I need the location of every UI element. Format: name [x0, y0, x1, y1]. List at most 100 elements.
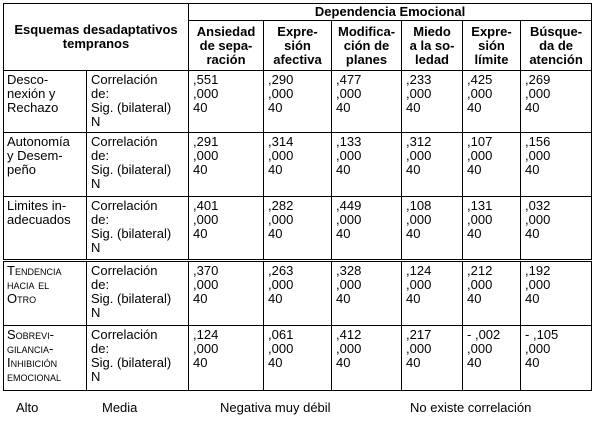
column-header-line: da de — [539, 37, 574, 53]
value: ,000 — [525, 212, 551, 227]
stat-labels: Correlación de: Sig. (bilateral) N — [85, 196, 190, 261]
value: 40 — [467, 355, 482, 370]
value: 40 — [467, 291, 482, 306]
stat-labels: Correlación de: Sig. (bilateral) N — [85, 325, 190, 391]
row-label-line: Inhibición — [7, 355, 58, 370]
value: ,000 — [525, 341, 551, 356]
value: 40 — [525, 162, 540, 177]
value-cell: ,290,000 40 — [263, 70, 333, 133]
stat-label: Sig. (bilateral) — [91, 355, 172, 370]
value: ,000 — [268, 277, 294, 292]
stat-label: Sig. (bilateral) — [91, 291, 172, 306]
row-label-line: Rechazo — [7, 100, 59, 115]
value: ,000 — [193, 212, 219, 227]
value-cell: ,217,000 40 — [401, 325, 464, 391]
value: ,000 — [467, 148, 493, 163]
value-cell: ,124,000 40 — [401, 259, 464, 326]
correlation-table: Esquemas desadaptativos tempranos Depend… — [2, 3, 593, 391]
value: ,000 — [525, 277, 551, 292]
value: ,000 — [268, 148, 294, 163]
column-header: Búsque-da de atención — [520, 20, 593, 71]
value-cell: ,401,000 40 — [188, 196, 265, 261]
stat-labels: Correlación de: Sig. (bilateral) N — [85, 132, 190, 197]
value-cell: ,131,000 40 — [462, 196, 522, 261]
value: 40 — [193, 355, 208, 370]
value: 40 — [525, 226, 540, 241]
value: 40 — [336, 291, 351, 306]
value: ,000 — [193, 277, 219, 292]
value: ,156 — [525, 134, 551, 149]
value: ,107 — [467, 134, 493, 149]
value: ,370 — [193, 263, 219, 278]
row-label-line: hacia el — [7, 277, 50, 292]
column-header-line: sión — [478, 37, 505, 53]
legend-item: Negativa muy débil — [220, 400, 331, 415]
value: 40 — [268, 100, 283, 115]
value-cell: ,233,000 40 — [401, 70, 464, 133]
column-header: Modifica-ción de planes — [331, 20, 403, 71]
stat-label: Correlación de: — [91, 263, 158, 292]
value: 40 — [268, 226, 283, 241]
column-header-row: Ansiedad de sepa-ración Expre-sión afectiva… — [4, 20, 593, 71]
value: 40 — [336, 226, 351, 241]
value-cell: ,192,000 40 — [520, 259, 593, 326]
column-header-line: sión — [284, 37, 311, 53]
value: ,000 — [467, 86, 493, 101]
value: ,000 — [336, 86, 362, 101]
value: ,269 — [525, 72, 551, 87]
column-header-line: límite — [474, 51, 509, 67]
value: ,000 — [406, 86, 432, 101]
value: ,282 — [268, 198, 294, 213]
group-header: Dependencia Emocional — [188, 3, 593, 21]
column-header-line: ción de — [343, 37, 390, 53]
stat-label: N — [91, 176, 101, 191]
row-label-line: emocional — [7, 369, 62, 384]
value-cell: ,551,000 40 — [188, 70, 265, 133]
column-header: Expre-sión afectiva — [263, 20, 333, 71]
value: ,000 — [193, 148, 219, 163]
row-label: Limites in-adecuados — [3, 196, 87, 261]
stat-labels: Correlación de: Sig. (bilateral) N — [85, 70, 190, 133]
value: ,000 — [406, 277, 432, 292]
value: ,477 — [336, 72, 362, 87]
value: ,000 — [467, 277, 493, 292]
value-cell: ,449,000 40 — [331, 196, 403, 261]
value-cell: ,370,000 40 — [188, 259, 265, 326]
value-cell: - ,002,000 40 — [462, 325, 522, 391]
value-cell: ,312,000 40 — [401, 132, 464, 197]
stat-label: Correlación de: — [91, 134, 158, 163]
row-label-line: Otro — [7, 291, 37, 306]
stat-label: Correlación de: — [91, 327, 158, 356]
value: ,000 — [193, 341, 219, 356]
column-header-line: atención — [529, 51, 583, 67]
stat-label: N — [91, 114, 101, 129]
value: ,061 — [268, 327, 294, 342]
value: ,000 — [406, 341, 432, 356]
value-cell: ,061,000 40 — [263, 325, 333, 391]
value: ,000 — [406, 212, 432, 227]
value: ,000 — [268, 341, 294, 356]
value: ,000 — [268, 212, 294, 227]
value-cell: ,124,000 40 — [188, 325, 265, 391]
row-label: Desco-nexión y Rechazo — [3, 70, 87, 133]
value: ,401 — [193, 198, 219, 213]
value: 40 — [268, 291, 283, 306]
data-row: Autonomía y Desem-peño Correlación de: Sig.… — [3, 132, 593, 197]
value: 40 — [336, 355, 351, 370]
data-row: Sobrevi-gilancia- Inhibición emocional Corr… — [3, 325, 593, 391]
value: 40 — [406, 162, 421, 177]
value: - ,002 — [467, 327, 501, 342]
value: 40 — [193, 162, 208, 177]
value-cell: ,328,000 40 — [331, 259, 403, 326]
value: ,124 — [193, 327, 219, 342]
value: 40 — [268, 162, 283, 177]
row-label-line: peño — [7, 162, 36, 177]
row-label-line: Autonomía — [7, 134, 70, 149]
value: ,192 — [525, 263, 551, 278]
value-cell: ,282,000 40 — [263, 196, 333, 261]
value-cell: ,269,000 40 — [520, 70, 593, 133]
value: ,233 — [406, 72, 432, 87]
value-cell: ,032,000 40 — [520, 196, 593, 261]
column-header-line: Ansiedad — [196, 23, 256, 39]
